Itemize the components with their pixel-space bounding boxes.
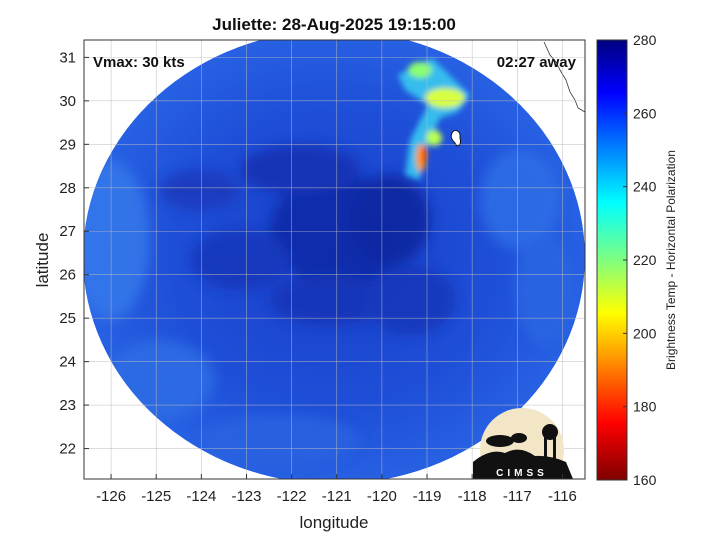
x-tick-label: -117 [503, 488, 532, 505]
logo-text: CIMSS [496, 468, 548, 479]
y-tick-label: 24 [59, 354, 76, 371]
y-tick-label: 29 [59, 136, 76, 153]
island-outline [450, 130, 461, 147]
x-tick-label: -119 [413, 488, 442, 505]
colorbar-label: Brightness Temp - Horizontal Polarizatio… [664, 150, 678, 370]
x-tick-label: -116 [548, 488, 577, 505]
colorbar-tick-label: 240 [633, 179, 657, 195]
colorbar-tick-label: 180 [633, 399, 657, 415]
colorbar-tick-label: 260 [633, 105, 657, 121]
y-tick-label: 31 [59, 49, 76, 66]
time-away-label: 02:27 away [497, 54, 577, 71]
plot-title: Juliette: 28-Aug-2025 19:15:00 [212, 15, 456, 34]
y-tick-label: 27 [59, 223, 76, 240]
y-tick-label: 26 [59, 267, 76, 284]
x-tick-label: -125 [141, 488, 171, 505]
vmax-label: Vmax: 30 kts [93, 54, 185, 71]
x-tick-label: -124 [186, 488, 216, 505]
map-panel: CIMSS Vmax: 30 kts 02:27 away [83, 39, 586, 480]
y-tick-label: 25 [59, 310, 76, 327]
y-axis-label: latitude [33, 233, 52, 288]
y-tick-label: 30 [59, 93, 76, 110]
colorbar-tick-label: 200 [633, 325, 657, 341]
x-tick-label: -123 [231, 488, 261, 505]
x-axis-ticks: -126 -125 -124 -123 -122 -121 -120 -119 -118 -117… [96, 474, 577, 505]
cimss-logo: CIMSS [473, 408, 573, 479]
x-tick-label: -122 [277, 488, 307, 505]
colorbar-tick-label: 160 [633, 472, 657, 488]
colorbar-gradient [596, 39, 628, 481]
x-tick-label: -118 [458, 488, 487, 505]
x-axis-label: longitude [299, 513, 368, 532]
y-tick-label: 28 [59, 180, 76, 197]
colorbar-tick-label: 280 [633, 32, 657, 48]
x-tick-label: -126 [96, 488, 126, 505]
colorbar: 280 260 240 220 200 180 160 Brightness Temp - … [596, 32, 678, 488]
x-tick-label: -120 [367, 488, 397, 505]
y-tick-label: 23 [59, 397, 76, 414]
plot-frame [83, 39, 586, 480]
y-tick-label: 22 [59, 441, 76, 458]
grid-lines [84, 40, 585, 479]
y-axis-ticks: 31 30 29 28 27 26 25 24 23 22 [59, 49, 89, 458]
colorbar-tick-label: 220 [633, 252, 657, 268]
colorbar-ticks: 280 260 240 220 200 180 160 [623, 32, 657, 488]
x-tick-label: -121 [322, 488, 352, 505]
